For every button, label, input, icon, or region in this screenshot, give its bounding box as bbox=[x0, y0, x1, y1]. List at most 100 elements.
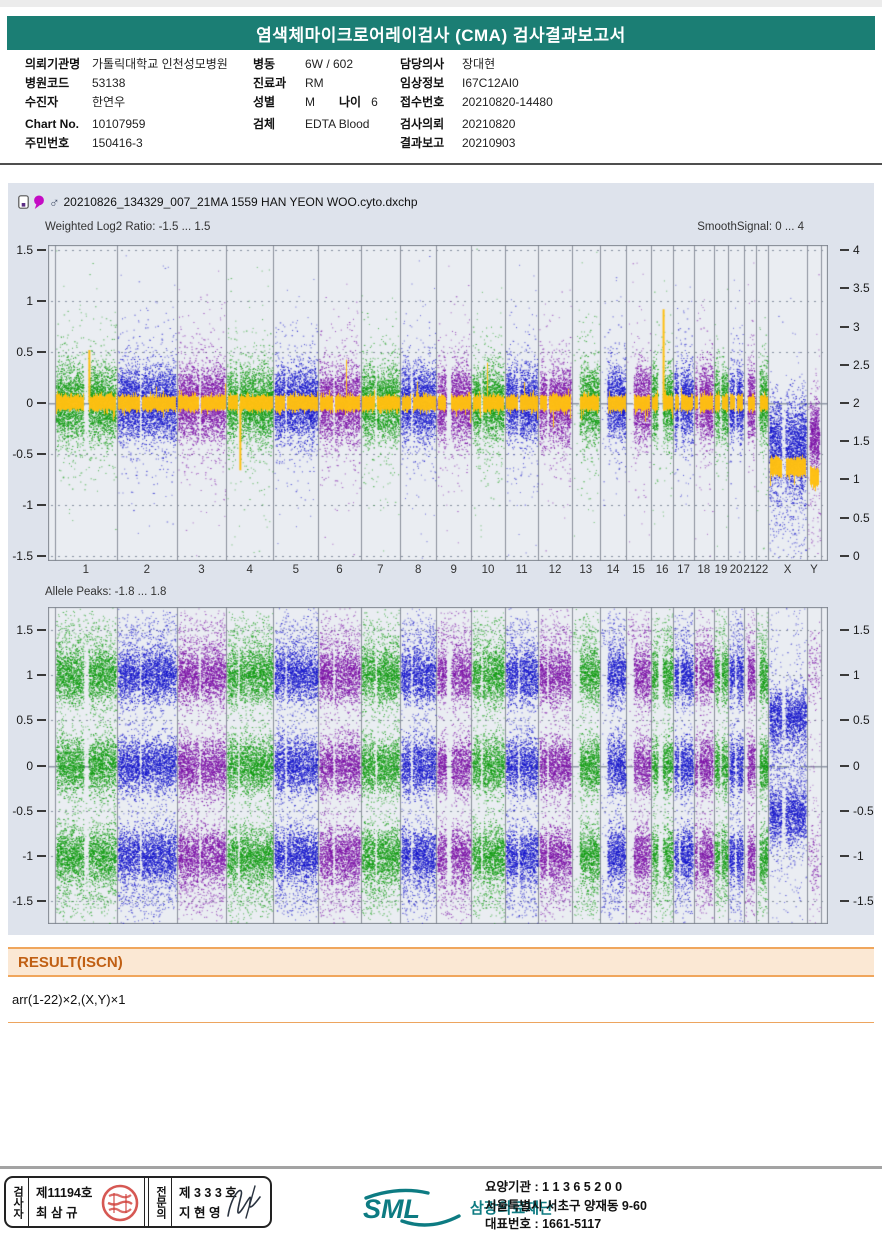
axis-tick-left: 0.5 bbox=[8, 345, 46, 359]
info-row: 접수번호 20210820-14480 bbox=[400, 92, 680, 111]
axis-tick-left: -1.5 bbox=[8, 549, 46, 563]
top-strip bbox=[0, 0, 882, 7]
axis-tick-left: 1 bbox=[8, 668, 46, 682]
chromosome-label: 17 bbox=[677, 564, 690, 576]
result-section: RESULT(ISCN) arr(1-22)×2,(X,Y)×1 bbox=[8, 947, 874, 1023]
axis-tick-left: -1.5 bbox=[8, 894, 46, 908]
tick-mark bbox=[840, 554, 849, 557]
field-label: 결과보고 bbox=[400, 136, 445, 150]
tick-mark bbox=[37, 673, 46, 676]
tick-mark bbox=[37, 249, 46, 252]
specialist-cell: 제 3 3 3 호 지 현 영 bbox=[172, 1178, 270, 1226]
tick-mark bbox=[840, 363, 849, 366]
axis-tick-right: 1 bbox=[840, 472, 860, 486]
axis-tick-left: 1 bbox=[8, 294, 46, 308]
tick-mark bbox=[37, 503, 46, 506]
double-divider bbox=[144, 1178, 149, 1226]
tick-mark bbox=[840, 440, 849, 443]
axis-tick-left: 0 bbox=[8, 396, 46, 410]
tick-mark bbox=[840, 809, 849, 812]
svg-text:SML: SML bbox=[363, 1194, 420, 1224]
smooth-signal-axis-title: SmoothSignal: 0 ... 4 bbox=[697, 221, 804, 233]
axis-tick-right: 3 bbox=[840, 320, 860, 334]
field-value: M bbox=[305, 94, 315, 109]
certification-stamp-box: 검사자 제11194호 최 삼 규 전문의 제 3 3 3 호 지 현 영 bbox=[4, 1176, 272, 1228]
field-value: 10107959 bbox=[92, 116, 146, 131]
axis-tick-left: -0.5 bbox=[8, 804, 46, 818]
result-section-header: RESULT(ISCN) bbox=[8, 947, 874, 977]
field-value: 한연우 bbox=[92, 95, 126, 109]
examiner-cert-no: 제11194호 bbox=[36, 1186, 93, 1200]
chromosome-label: 18 bbox=[697, 564, 711, 576]
axis-tick-right: -1 bbox=[840, 849, 864, 863]
tick-mark bbox=[840, 325, 849, 328]
tick-mark bbox=[37, 764, 46, 767]
chromosome-label: 8 bbox=[414, 564, 422, 576]
tick-mark bbox=[840, 249, 849, 252]
field-value: 53138 bbox=[92, 75, 126, 90]
tick-mark bbox=[840, 673, 849, 676]
axis-tick-right: -0.5 bbox=[840, 804, 874, 818]
info-row: 주민번호 150416-3 bbox=[25, 133, 260, 152]
field-value: I67C12AI0 bbox=[462, 75, 519, 90]
microarray-chart-panel: ♂ 20210826_134329_007_21MA 1559 HAN YEON… bbox=[8, 183, 874, 935]
field-label: 접수번호 bbox=[400, 95, 445, 109]
specialist-cert-no: 제 3 3 3 호 bbox=[179, 1186, 237, 1200]
axis-tick-left: -1 bbox=[8, 498, 46, 512]
tick-mark bbox=[37, 402, 46, 404]
field-label: 의뢰기관명 bbox=[25, 57, 81, 71]
chromosome-label: 3 bbox=[198, 564, 205, 576]
field-label: Chart No. bbox=[25, 116, 79, 131]
tick-mark bbox=[37, 300, 46, 303]
result-bottom-rule bbox=[8, 1022, 874, 1023]
tick-mark bbox=[37, 900, 46, 903]
tick-mark bbox=[840, 516, 849, 519]
tick-mark bbox=[37, 628, 46, 631]
sample-file-name: 20210826_134329_007_21MA 1559 HAN YEON W… bbox=[63, 195, 418, 209]
info-row: 병원코드 53138 bbox=[25, 73, 260, 92]
axis-tick-right: 1.5 bbox=[840, 434, 870, 448]
tick-mark bbox=[37, 452, 46, 455]
log2-ratio-axis-title: Weighted Log2 Ratio: -1.5 ... 1.5 bbox=[45, 221, 211, 233]
axis-tick-left: -0.5 bbox=[8, 447, 46, 461]
section-divider bbox=[0, 163, 882, 165]
log2-ratio-plot bbox=[48, 245, 828, 561]
male-symbol-icon: ♂ bbox=[49, 194, 60, 210]
field-label: 나이 bbox=[339, 95, 362, 109]
axis-tick-right: 0 bbox=[840, 759, 860, 773]
info-row: 담당의사 장대현 bbox=[400, 54, 680, 73]
field-value: 가톨릭대학교 인천성모병원 bbox=[92, 57, 228, 71]
axis-tick-right: 4 bbox=[840, 243, 860, 257]
chromosome-label: 2 bbox=[143, 564, 151, 576]
chromosome-label: 19 bbox=[714, 564, 728, 576]
tick-mark bbox=[37, 351, 46, 354]
red-seal-stamp bbox=[101, 1184, 139, 1222]
chromosome-label: X bbox=[783, 564, 792, 576]
organization-name: 삼광의료재단 bbox=[470, 1199, 553, 1217]
specialist-role-label: 전문의 bbox=[149, 1178, 172, 1226]
field-label: 성별 bbox=[253, 95, 276, 109]
field-label: 임상정보 bbox=[400, 76, 445, 90]
tick-mark bbox=[840, 478, 849, 481]
chromosome-label: 14 bbox=[606, 564, 620, 576]
chromosome-label: 13 bbox=[579, 564, 593, 576]
field-value: 20210820-14480 bbox=[462, 94, 553, 109]
axis-tick-left: 1.5 bbox=[8, 623, 46, 637]
axis-tick-right: -1.5 bbox=[840, 894, 874, 908]
field-value: 150416-3 bbox=[92, 135, 143, 150]
field-label: 수진자 bbox=[25, 95, 59, 109]
allele-peaks-axis-title: Allele Peaks: -1.8 ... 1.8 bbox=[45, 586, 167, 598]
field-label: 검사의뢰 bbox=[400, 117, 445, 131]
info-row: Chart No. 10107959 bbox=[25, 114, 260, 133]
chromosome-label: 4 bbox=[246, 564, 253, 576]
chromosome-label: 7 bbox=[377, 564, 384, 576]
tick-mark bbox=[840, 628, 849, 631]
info-row: 검사의뢰 20210820 bbox=[400, 114, 680, 133]
axis-tick-right: 0 bbox=[840, 549, 860, 563]
address-line: 대표번호 : 1661-5117 bbox=[485, 1217, 602, 1231]
allele-peaks-plot bbox=[48, 607, 828, 924]
tick-mark bbox=[840, 764, 849, 767]
